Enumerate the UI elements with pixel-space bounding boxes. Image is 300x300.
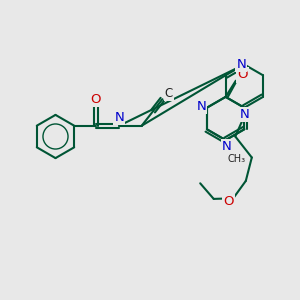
Text: C: C [165, 87, 173, 100]
Text: O: O [237, 68, 248, 82]
Text: N: N [239, 108, 249, 121]
Text: N: N [222, 140, 232, 153]
Text: N: N [236, 58, 246, 71]
Text: N: N [114, 111, 124, 124]
Text: O: O [91, 93, 101, 106]
Text: N: N [196, 100, 206, 113]
Text: O: O [224, 195, 234, 208]
Text: CH₃: CH₃ [228, 154, 246, 164]
